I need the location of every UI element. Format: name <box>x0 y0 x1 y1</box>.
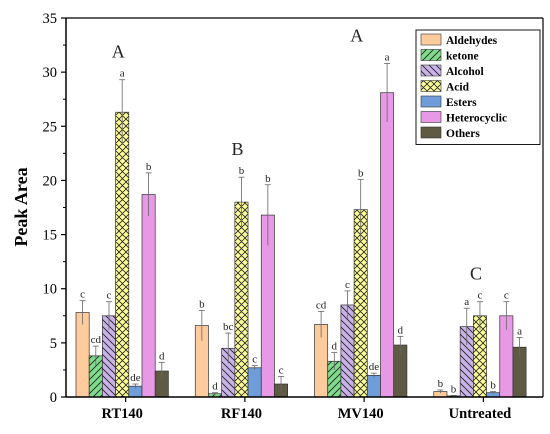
significance-label: bc <box>223 321 234 333</box>
significance-label: a <box>385 51 390 63</box>
significance-label: cd <box>91 334 102 346</box>
significance-label: b <box>451 383 457 395</box>
legend-label: Acid <box>446 82 470 94</box>
y-tick-label: 30 <box>43 65 58 81</box>
group-letter: C <box>470 264 482 284</box>
group-letter: A <box>112 42 125 62</box>
legend: Aldehydes ketone Alcohol Acid Esters Heterocy… <box>415 29 541 145</box>
bar-hatch <box>89 355 103 397</box>
bar-hatch <box>460 326 474 397</box>
significance-label: d <box>212 381 218 393</box>
significance-label: de <box>369 361 380 373</box>
significance-label: c <box>345 279 350 291</box>
bar-hatch <box>327 361 341 397</box>
bar <box>141 194 156 398</box>
significance-label: b <box>199 298 205 310</box>
y-axis-label: Peak Area <box>11 167 31 246</box>
y-tick-label: 15 <box>43 228 58 244</box>
legend-swatch-hatch <box>421 80 441 92</box>
legend-label: Alcohol <box>446 66 484 78</box>
y-tick-label: 5 <box>50 336 57 352</box>
group-letter: A <box>350 25 363 45</box>
axes-layer: RT140 RF140 MV140 Untreated 0 5 10 15 20 25 30 35 <box>43 11 544 422</box>
significance-label: b <box>146 161 152 173</box>
significance-label: c <box>80 289 85 301</box>
bar-hatch <box>234 202 249 397</box>
x-tick-label: Untreated <box>449 406 512 422</box>
significance-label: b <box>490 380 496 392</box>
bar <box>366 374 381 398</box>
legend-swatch-hatch <box>421 65 441 76</box>
significance-label: b <box>438 378 444 390</box>
x-tick-label: RT140 <box>102 406 143 422</box>
bar-hatch <box>208 393 222 397</box>
group-letter: B <box>231 139 243 159</box>
bar-hatch <box>340 304 355 397</box>
significance-label: cd <box>316 299 327 311</box>
y-tick-label: 0 <box>50 390 57 406</box>
significance-label: c <box>478 290 483 302</box>
significance-label: b <box>265 173 271 185</box>
significance-label: c <box>252 354 257 366</box>
significance-label: c <box>504 290 509 302</box>
significance-label: d <box>332 341 338 353</box>
bar <box>75 312 90 398</box>
bar <box>247 367 262 398</box>
significance-label: a <box>464 296 469 308</box>
bar-hatch <box>221 348 235 397</box>
significance-label: d <box>159 350 165 362</box>
bar-hatch <box>102 315 116 397</box>
bar <box>380 92 395 398</box>
significance-label: c <box>279 364 284 376</box>
significance-label: c <box>107 290 112 302</box>
significance-label: a <box>517 325 522 337</box>
bar-hatch <box>473 315 487 397</box>
bar-hatch <box>354 209 368 397</box>
significance-label: b <box>239 165 245 177</box>
x-tick-label: MV140 <box>338 406 384 422</box>
y-tick-label: 20 <box>43 173 58 189</box>
legend-swatch <box>420 111 442 123</box>
y-tick-label: 25 <box>43 119 58 135</box>
legend-swatch <box>420 33 442 46</box>
bar-hatch <box>115 112 129 398</box>
significance-label: a <box>120 68 125 80</box>
legend-swatch <box>420 126 442 139</box>
legend-swatch <box>420 95 442 108</box>
legend-label: Heterocyclic <box>446 113 507 125</box>
y-tick-label: 10 <box>43 282 58 298</box>
legend-swatch-hatch <box>421 49 441 61</box>
y-tick-label: 35 <box>43 11 58 27</box>
legend-label: Esters <box>446 97 477 109</box>
legend-label: ketone <box>446 51 479 63</box>
legend-label: Others <box>446 128 480 140</box>
significance-label: d <box>398 324 404 336</box>
legend-label: Aldehydes <box>446 35 498 47</box>
significance-label: b <box>358 167 364 179</box>
x-tick-label: RF140 <box>221 406 262 422</box>
significance-label: de <box>130 372 141 384</box>
